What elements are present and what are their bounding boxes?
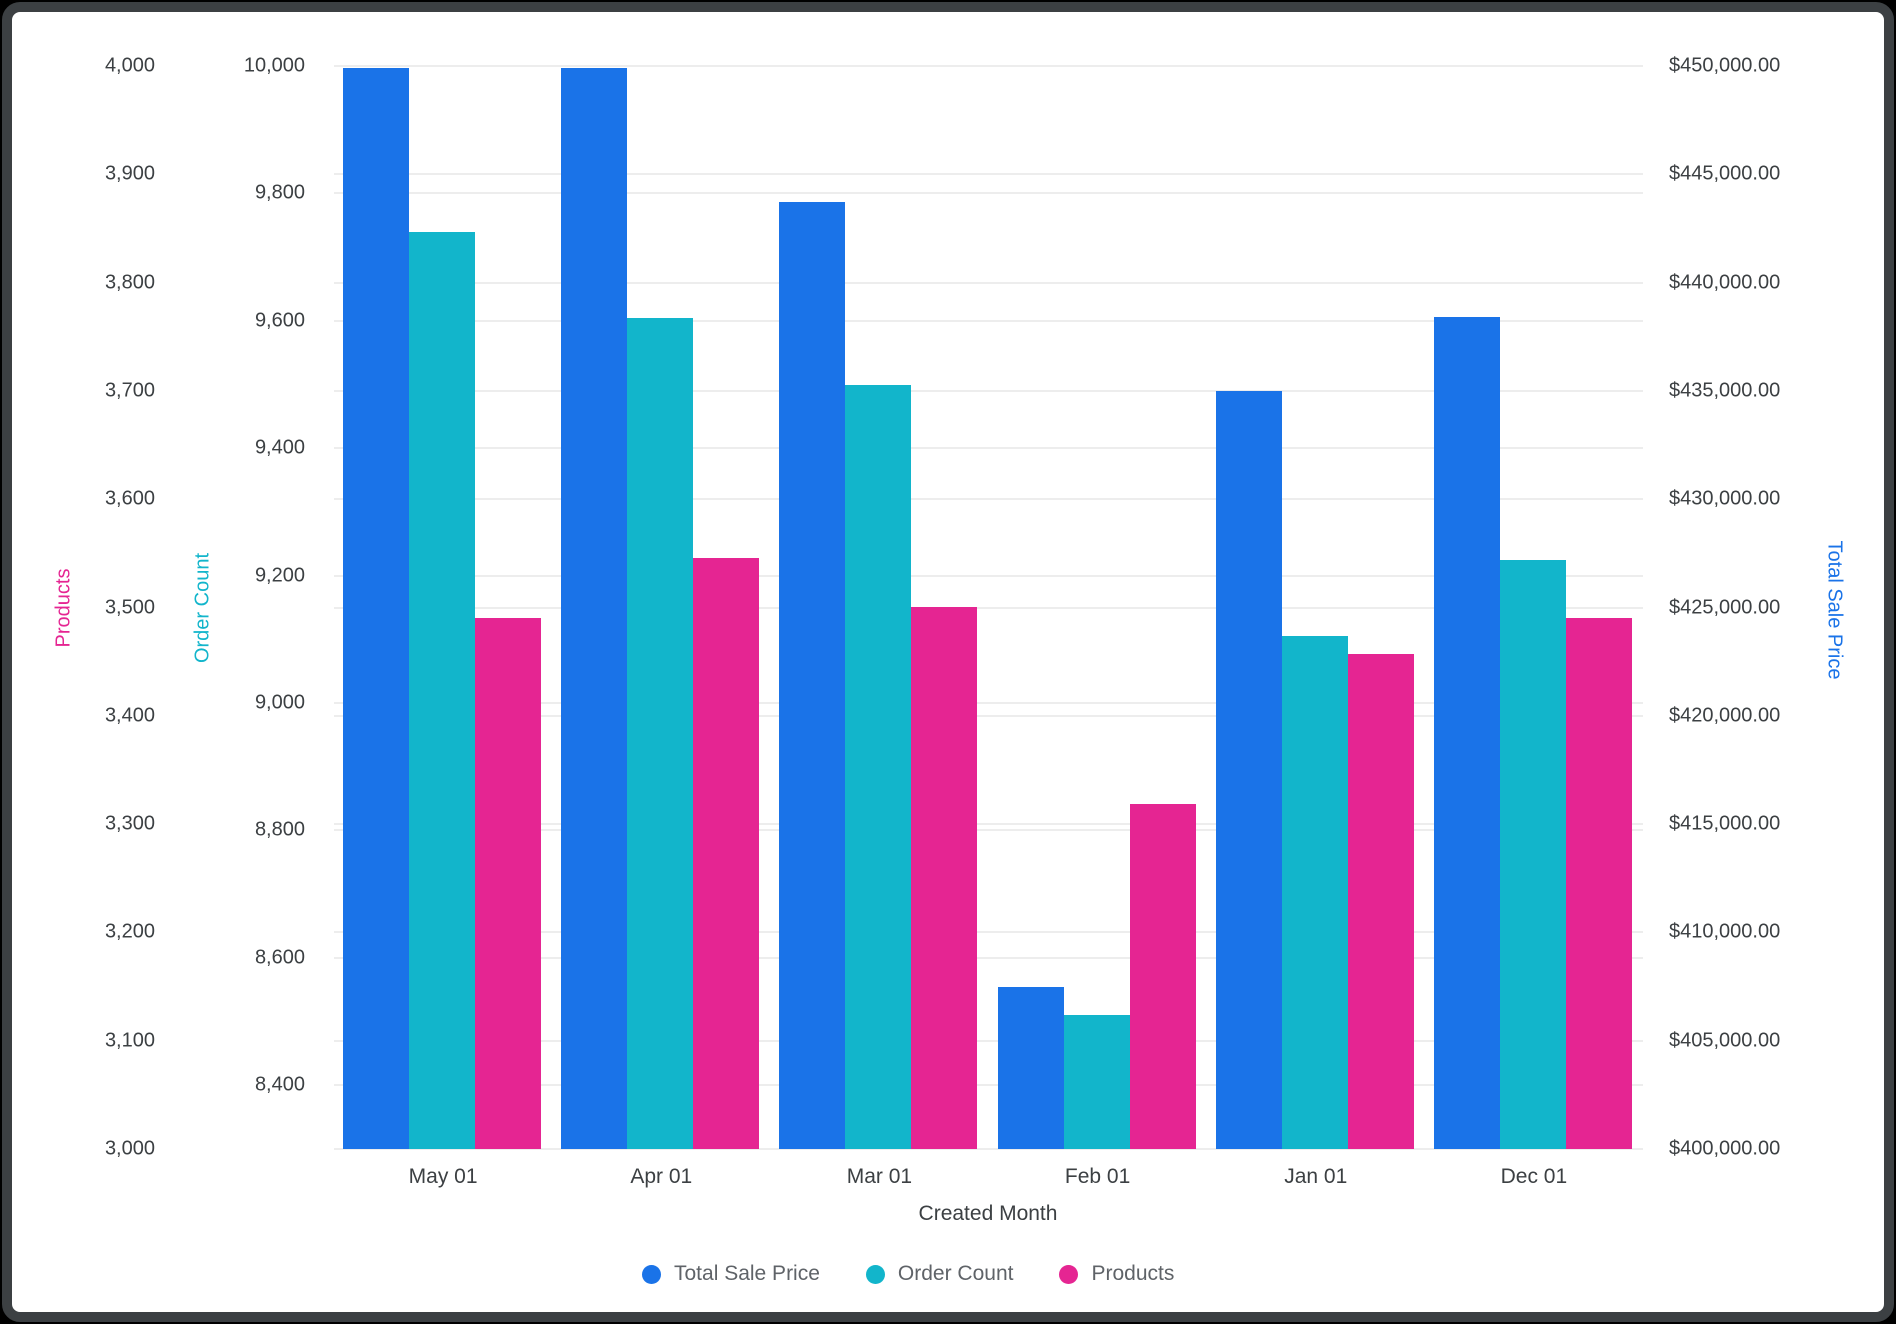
legend-item-products[interactable]: Products: [1059, 1262, 1174, 1286]
order-tick-label: 9,000: [254, 691, 305, 714]
bar-order-count-feb-01[interactable]: [1064, 1015, 1130, 1149]
bar-products-apr-01[interactable]: [693, 558, 759, 1149]
bar-order-count-may-01[interactable]: [409, 232, 475, 1149]
products-tick-label: 3,200: [104, 920, 155, 943]
gridline: [334, 319, 1643, 322]
total-sale-price-axis-ticks: $450,000.00 $445,000.00 $440,000.00 $435,00…: [1669, 55, 1884, 1160]
gridline: [334, 1039, 1643, 1042]
sale-tick-label: $425,000.00: [1669, 596, 1781, 618]
bar-order-count-dec-01[interactable]: [1500, 560, 1566, 1149]
order-tick-label: 9,400: [254, 436, 305, 459]
gridline: [334, 714, 1643, 717]
legend-label: Order Count: [897, 1262, 1014, 1285]
products-tick-label: 3,400: [104, 704, 155, 727]
legend-label: Products: [1091, 1262, 1175, 1285]
sale-tick-label: $450,000.00: [1669, 54, 1781, 77]
order-tick-label: 8,800: [254, 818, 305, 841]
products-tick-label: 3,100: [104, 1029, 155, 1052]
x-tick-label-feb-01: Feb 01: [1064, 1165, 1131, 1188]
order-tick-label: 9,800: [254, 181, 305, 204]
legend-item-total-sale-price[interactable]: Total Sale Price: [642, 1262, 820, 1286]
gridline: [334, 702, 1643, 705]
legend: Total Sale Price Order Count Products: [642, 1262, 1220, 1286]
products-tick-label: 3,500: [104, 596, 155, 618]
sale-tick-label: $435,000.00: [1669, 379, 1781, 402]
x-axis-title: Created Month: [918, 1202, 1058, 1225]
order-tick-label: 8,600: [254, 946, 305, 969]
x-tick-label-may-01: May 01: [408, 1165, 478, 1188]
sale-tick-label: $405,000.00: [1669, 1029, 1781, 1052]
gridline: [334, 931, 1643, 934]
gridline: [334, 65, 1643, 67]
gridline: [334, 173, 1643, 176]
gridline: [334, 1148, 1643, 1150]
sale-tick-label: $445,000.00: [1669, 162, 1781, 185]
bar-total-sale-price-feb-01[interactable]: [998, 987, 1064, 1149]
bar-total-sale-price-mar-01[interactable]: [779, 202, 845, 1149]
bar-total-sale-price-apr-01[interactable]: [561, 68, 627, 1149]
legend-swatch-blue-icon: [642, 1264, 661, 1284]
bar-products-dec-01[interactable]: [1566, 618, 1632, 1149]
bar-total-sale-price-dec-01[interactable]: [1434, 317, 1500, 1149]
x-tick-label-dec-01: Dec 01: [1500, 1165, 1568, 1188]
order-tick-label: 9,200: [254, 564, 305, 587]
order-tick-label: 8,400: [254, 1073, 305, 1096]
legend-label: Total Sale Price: [674, 1262, 820, 1285]
gridline: [334, 281, 1643, 284]
sale-tick-label: $400,000.00: [1669, 1137, 1781, 1160]
gridline: [334, 192, 1643, 195]
x-tick-label-apr-01: Apr 01: [630, 1165, 693, 1188]
products-tick-label: 3,600: [104, 487, 155, 510]
products-axis-ticks: 4,000 3,900 3,800 3,700 3,600 3,500 3,400 3,300…: [12, 55, 155, 1160]
order-count-axis-ticks: 10,000 9,800 9,600 9,400 9,200 9,000 8,800 8,60…: [12, 55, 305, 1149]
products-tick-label: 4,000: [104, 54, 155, 77]
products-tick-label: 3,700: [104, 379, 155, 402]
gridline: [334, 447, 1643, 450]
order-tick-label: 10,000: [243, 54, 305, 77]
order-tick-label: 9,600: [254, 309, 305, 332]
bar-order-count-jan-01[interactable]: [1282, 636, 1348, 1149]
sale-tick-label: $410,000.00: [1669, 920, 1781, 943]
x-tick-label-mar-01: Mar 01: [846, 1165, 913, 1188]
gridline: [334, 389, 1643, 392]
gridline: [334, 823, 1643, 826]
sale-tick-label: $420,000.00: [1669, 704, 1781, 727]
products-tick-label: 3,300: [104, 812, 155, 835]
x-tick-label-jan-01: Jan 01: [1284, 1165, 1348, 1188]
sale-tick-label: $430,000.00: [1669, 487, 1781, 510]
gridline: [334, 574, 1643, 577]
products-axis-title: Products: [52, 568, 75, 648]
legend-swatch-pink-icon: [1059, 1264, 1079, 1284]
gridline: [334, 829, 1643, 832]
gridline: [334, 606, 1643, 609]
bar-total-sale-price-jan-01[interactable]: [1216, 391, 1282, 1149]
bar-products-jan-01[interactable]: [1348, 654, 1414, 1149]
bar-products-mar-01[interactable]: [911, 607, 977, 1149]
legend-item-order-count[interactable]: Order Count: [865, 1262, 1014, 1286]
gridline: [334, 956, 1643, 959]
total-sale-price-axis-title: Total Sale Price: [1823, 540, 1846, 680]
bar-products-feb-01[interactable]: [1130, 804, 1196, 1149]
products-tick-label: 3,000: [104, 1137, 155, 1160]
bar-total-sale-price-may-01[interactable]: [343, 68, 409, 1149]
products-tick-label: 3,800: [104, 271, 155, 294]
sale-tick-label: $415,000.00: [1669, 812, 1781, 835]
products-tick-label: 3,900: [104, 162, 155, 185]
gridline: [334, 498, 1643, 501]
sale-tick-label: $440,000.00: [1669, 271, 1781, 294]
gridline: [334, 1084, 1643, 1087]
bar-products-may-01[interactable]: [475, 618, 541, 1149]
plot-area: [334, 65, 1643, 1150]
legend-swatch-teal-icon: [865, 1264, 885, 1284]
bar-order-count-mar-01[interactable]: [845, 385, 911, 1149]
bar-order-count-apr-01[interactable]: [627, 318, 693, 1149]
order-count-axis-title: Order Count: [191, 552, 214, 664]
